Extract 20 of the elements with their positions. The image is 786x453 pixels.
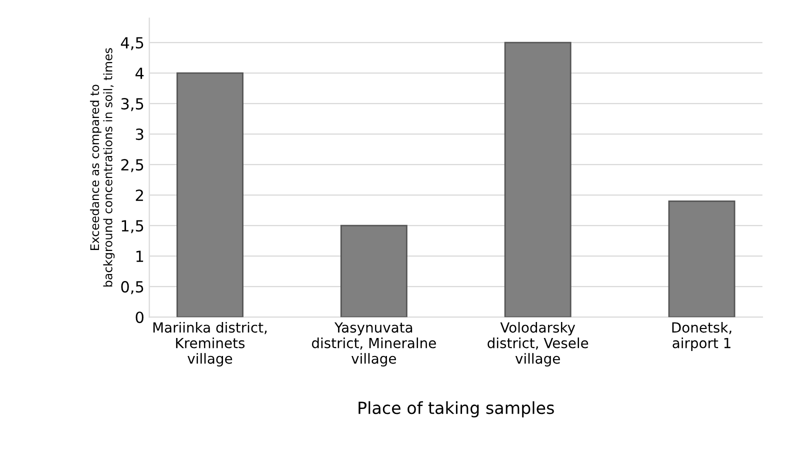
x-tick-label: Volodarsky district, Vesele village <box>488 322 588 367</box>
x-tick-label: Donetsk, airport 1 <box>672 322 732 351</box>
x-axis-title: Place of taking samples <box>358 401 554 418</box>
y-tick-label: 4 <box>136 68 144 79</box>
y-tick-label: 3,5 <box>121 98 144 112</box>
y-axis-title: Exceedance as compared to background concentrations in soil, times <box>90 48 115 287</box>
x-tick-label: Yasynuvata district, Mineralne village <box>312 322 436 367</box>
y-tick-label: 2 <box>136 190 143 201</box>
y-tick-label: 2,5 <box>121 159 144 172</box>
bar <box>340 224 408 318</box>
y-tick-label: 0,5 <box>121 281 144 294</box>
y-tick-label: 3 <box>136 128 144 140</box>
y-tick-label: 4,5 <box>120 37 144 50</box>
y-tick-label: 1 <box>136 250 144 262</box>
bar <box>668 200 736 318</box>
bar <box>504 42 572 318</box>
y-tick-label: 1,5 <box>122 220 144 234</box>
y-tick-label: 0 <box>136 312 144 324</box>
x-tick-label: Mariinka district, Kreminets village <box>153 322 267 367</box>
bar <box>176 72 244 318</box>
